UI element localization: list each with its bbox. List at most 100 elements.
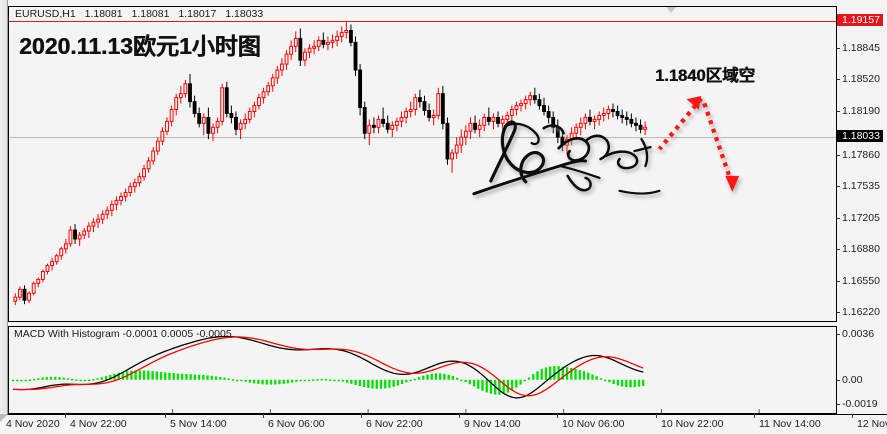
macd-histogram-bar	[28, 379, 32, 381]
candle-body	[22, 288, 27, 301]
macd-histogram-bar	[202, 375, 205, 380]
macd-histogram-bar	[417, 377, 421, 380]
vertical-scroll-gutter[interactable]	[0, 0, 8, 414]
candle-body	[73, 229, 77, 240]
macd-histogram-bar	[544, 367, 548, 380]
macd-histogram-bar	[231, 379, 235, 381]
macd-histogram-bar	[443, 373, 446, 380]
candle-body	[445, 122, 450, 160]
macd-histogram-bar	[109, 374, 112, 380]
macd-histogram-bar	[248, 379, 252, 383]
macd-label: MACD With Histogram -0.0001 0.0005 -0.00…	[14, 328, 232, 340]
candle-body	[247, 111, 252, 120]
candle-body	[59, 248, 64, 257]
candle-body	[417, 97, 422, 103]
candle-body	[183, 83, 188, 95]
macd-histogram-bar	[468, 379, 471, 385]
macd-histogram-bar	[502, 379, 505, 395]
macd-histogram-bar	[591, 374, 594, 380]
candle-body	[385, 122, 390, 130]
macd-histogram-bar	[371, 379, 374, 389]
macd-histogram-bar	[523, 379, 526, 382]
candle-body	[229, 112, 234, 118]
candle-body	[624, 116, 629, 120]
macd-axis-scale[interactable]: 0.0036 0.00 -0.0019	[837, 326, 887, 414]
macd-histogram-bar	[312, 379, 315, 381]
candle-body	[257, 97, 261, 107]
macd-histogram-bar	[286, 379, 290, 384]
macd-histogram-bar	[439, 373, 442, 380]
macd-histogram-bar	[633, 379, 636, 388]
macd-histogram-bar	[236, 379, 239, 382]
macd-histogram-bar	[561, 366, 565, 380]
macd-histogram-bar	[574, 368, 577, 380]
macd-histogram-bar	[147, 370, 150, 380]
candle-body	[394, 120, 399, 126]
macd-histogram-bar	[460, 379, 463, 382]
macd-histogram-bar	[447, 374, 450, 380]
macd-histogram-bar	[214, 376, 218, 380]
price-tick-7: 1.17205	[837, 212, 880, 224]
candle-body	[606, 109, 611, 114]
macd-histogram-bar	[189, 374, 192, 380]
macd-histogram-bar	[96, 378, 99, 380]
macd-histogram-bar	[587, 372, 590, 380]
candle-body	[36, 278, 41, 284]
macd-histogram-bar	[413, 378, 416, 381]
candle-body	[100, 213, 105, 220]
candle-body	[96, 218, 100, 223]
price-tick-8: 1.16880	[837, 243, 880, 255]
macd-histogram-bar	[595, 376, 598, 380]
time-axis[interactable]: 4 Nov 2020 4 Nov 22:00 5 Nov 14:00 6 Nov 06…	[0, 414, 887, 434]
candle-body	[330, 39, 335, 43]
candle-body	[583, 116, 588, 124]
candle-body	[509, 109, 514, 116]
candle-body	[440, 93, 445, 124]
candle-body	[275, 69, 280, 79]
candle-body	[105, 209, 110, 215]
macd-histogram-bar	[83, 379, 87, 382]
forecast-arrow-down-head-icon	[725, 175, 740, 192]
price-tick-0: 1.19157	[837, 14, 883, 26]
candle-body	[615, 111, 620, 116]
macd-histogram-bar	[219, 376, 222, 380]
candle-body	[192, 101, 197, 114]
macd-signal-line	[12, 336, 644, 397]
forecast-arrow-up-head-icon	[686, 95, 702, 110]
candle-body	[560, 136, 565, 146]
horizontal-scroll-corner[interactable]	[0, 414, 8, 422]
candle-body	[459, 136, 464, 146]
candle-body	[532, 95, 537, 101]
macd-histogram-bar	[379, 379, 383, 389]
candle-body	[224, 87, 229, 114]
macd-histogram-bar	[79, 379, 82, 382]
macd-histogram-bar	[637, 379, 641, 387]
period-separator-marker-icon	[666, 7, 676, 13]
candle-body	[601, 112, 606, 116]
price-axis-scale[interactable]: 1.19157 1.18845 1.18520 1.18190 1.18033 1.178…	[837, 6, 887, 322]
price-chart-panel[interactable]: EURUSD,H1 1.18081 1.18081 1.18017 1.1803…	[8, 6, 837, 322]
price-tick-6: 1.17535	[837, 180, 880, 192]
candle-body	[477, 124, 482, 130]
macd-histogram-bar	[71, 378, 74, 381]
candle-body	[128, 186, 133, 194]
ohlc-low: 1.18017	[178, 8, 217, 20]
candle-body	[367, 124, 372, 134]
macd-histogram-bar	[197, 374, 201, 380]
candle-body	[592, 118, 597, 122]
macd-histogram-bar	[333, 379, 336, 382]
last-price-line	[9, 137, 836, 138]
macd-histogram-bar	[608, 379, 611, 383]
candle-body	[201, 116, 206, 124]
macd-histogram-bar	[257, 379, 260, 384]
candle-body	[91, 221, 96, 227]
forecast-arrow-down-leg	[702, 102, 733, 180]
candle-body	[215, 120, 220, 128]
candle-body	[436, 93, 441, 116]
time-tick-7: 10 Nov 22:00	[655, 414, 724, 430]
candle-body	[289, 45, 294, 55]
macd-histogram-bar	[354, 379, 357, 385]
candle-body	[473, 122, 477, 130]
macd-indicator-panel[interactable]: MACD With Histogram -0.0001 0.0005 -0.00…	[8, 326, 837, 414]
macd-histogram-bar	[464, 379, 467, 382]
